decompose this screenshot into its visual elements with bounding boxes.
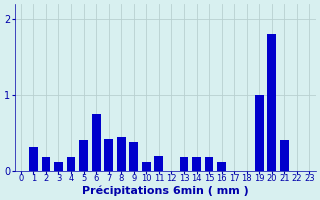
Bar xyxy=(217,162,226,171)
Bar xyxy=(29,147,38,171)
Bar xyxy=(155,156,163,171)
Bar xyxy=(205,157,213,171)
Bar xyxy=(54,162,63,171)
Bar xyxy=(104,139,113,171)
Bar xyxy=(117,137,126,171)
Bar xyxy=(142,162,151,171)
Bar xyxy=(42,157,50,171)
Bar xyxy=(67,157,76,171)
Bar xyxy=(255,95,264,171)
Bar xyxy=(180,157,188,171)
Bar xyxy=(92,114,100,171)
Bar xyxy=(280,140,289,171)
X-axis label: Précipitations 6min ( mm ): Précipitations 6min ( mm ) xyxy=(82,185,249,196)
Bar xyxy=(192,157,201,171)
Bar xyxy=(79,140,88,171)
Bar xyxy=(268,34,276,171)
Bar xyxy=(129,142,138,171)
